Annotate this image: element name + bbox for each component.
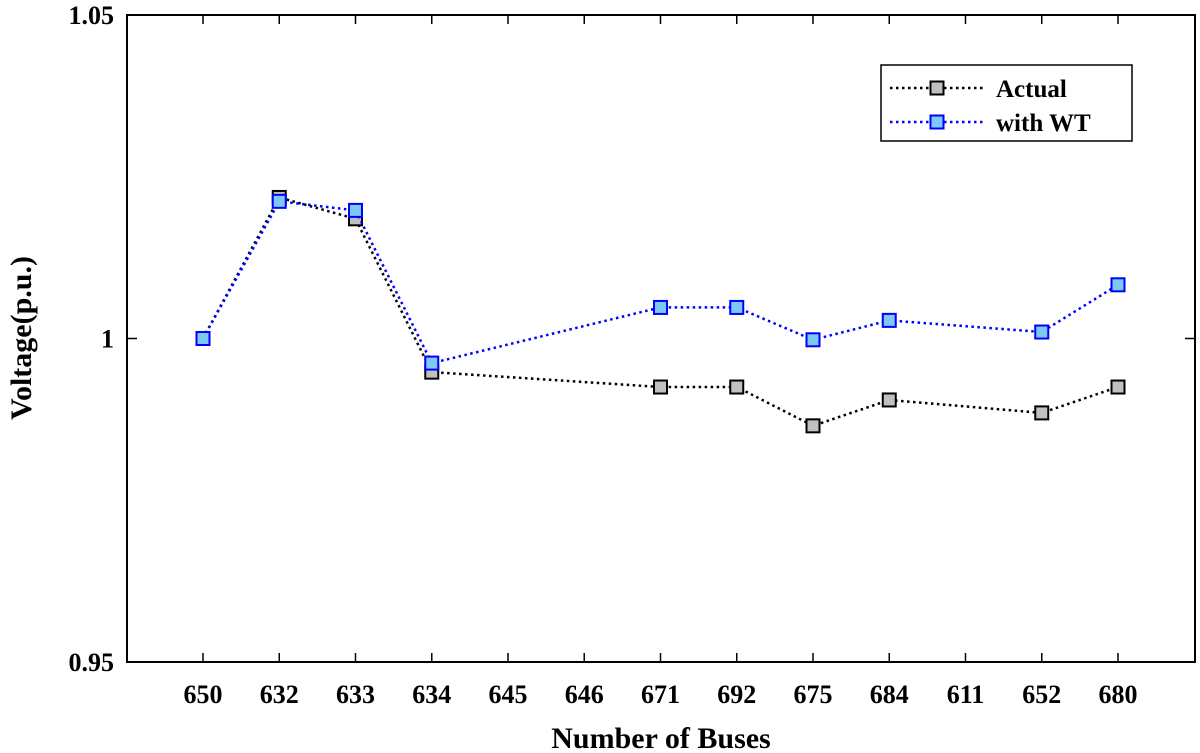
data-point bbox=[653, 299, 668, 315]
data-point bbox=[1110, 277, 1126, 293]
legend: Actual with WT bbox=[880, 64, 1133, 142]
x-tick-label: 692 bbox=[717, 680, 756, 709]
data-point bbox=[729, 299, 745, 315]
y-tick-label: 1 bbox=[101, 325, 114, 354]
legend-box bbox=[880, 64, 1133, 142]
series-line bbox=[201, 199, 1119, 365]
y-axis-label: Voltage(p.u.) bbox=[5, 256, 38, 420]
x-tick-label: 633 bbox=[336, 680, 375, 709]
data-point bbox=[1034, 405, 1050, 421]
y-tick-label: 0.95 bbox=[69, 648, 115, 677]
y-tick-label: 1.05 bbox=[69, 1, 115, 30]
data-point bbox=[1110, 379, 1126, 395]
plot-frame bbox=[126, 14, 1196, 663]
x-tick-label: 646 bbox=[565, 680, 604, 709]
legend-label: Actual bbox=[996, 76, 1067, 103]
legend-marker bbox=[929, 80, 945, 96]
data-point bbox=[424, 355, 440, 371]
x-tick-label: 684 bbox=[870, 680, 909, 709]
data-point bbox=[805, 418, 821, 434]
data-point bbox=[271, 193, 287, 209]
x-axis-label: Number of Buses bbox=[551, 722, 770, 753]
data-point bbox=[881, 392, 897, 408]
y-axis-ticks: 0.95 1 1.05 bbox=[69, 1, 1195, 677]
series-with-wt bbox=[195, 193, 1126, 371]
legend-entries: Actual with WT bbox=[890, 76, 1091, 137]
data-point bbox=[653, 379, 668, 395]
data-point bbox=[1034, 324, 1050, 340]
data-point bbox=[195, 331, 211, 346]
legend-label: with WT bbox=[996, 110, 1091, 137]
data-point bbox=[348, 202, 363, 218]
x-tick-label: 634 bbox=[412, 680, 451, 709]
data-point bbox=[729, 379, 745, 395]
x-axis-ticks: 650 632 633 634 645 646 671 692 675 684 611 652 680 bbox=[184, 15, 1138, 709]
x-tick-label: 632 bbox=[260, 680, 299, 709]
x-tick-label: 650 bbox=[184, 680, 223, 709]
x-tick-label: 652 bbox=[1022, 680, 1061, 709]
x-tick-label: 680 bbox=[1099, 680, 1138, 709]
series-line bbox=[201, 196, 1119, 428]
data-point bbox=[805, 332, 821, 348]
series-layer bbox=[195, 189, 1126, 434]
x-tick-label: 645 bbox=[489, 680, 528, 709]
x-tick-label: 611 bbox=[947, 680, 985, 709]
data-point bbox=[881, 312, 897, 328]
x-tick-label: 671 bbox=[641, 680, 680, 709]
x-tick-label: 675 bbox=[794, 680, 833, 709]
legend-marker bbox=[929, 114, 945, 130]
